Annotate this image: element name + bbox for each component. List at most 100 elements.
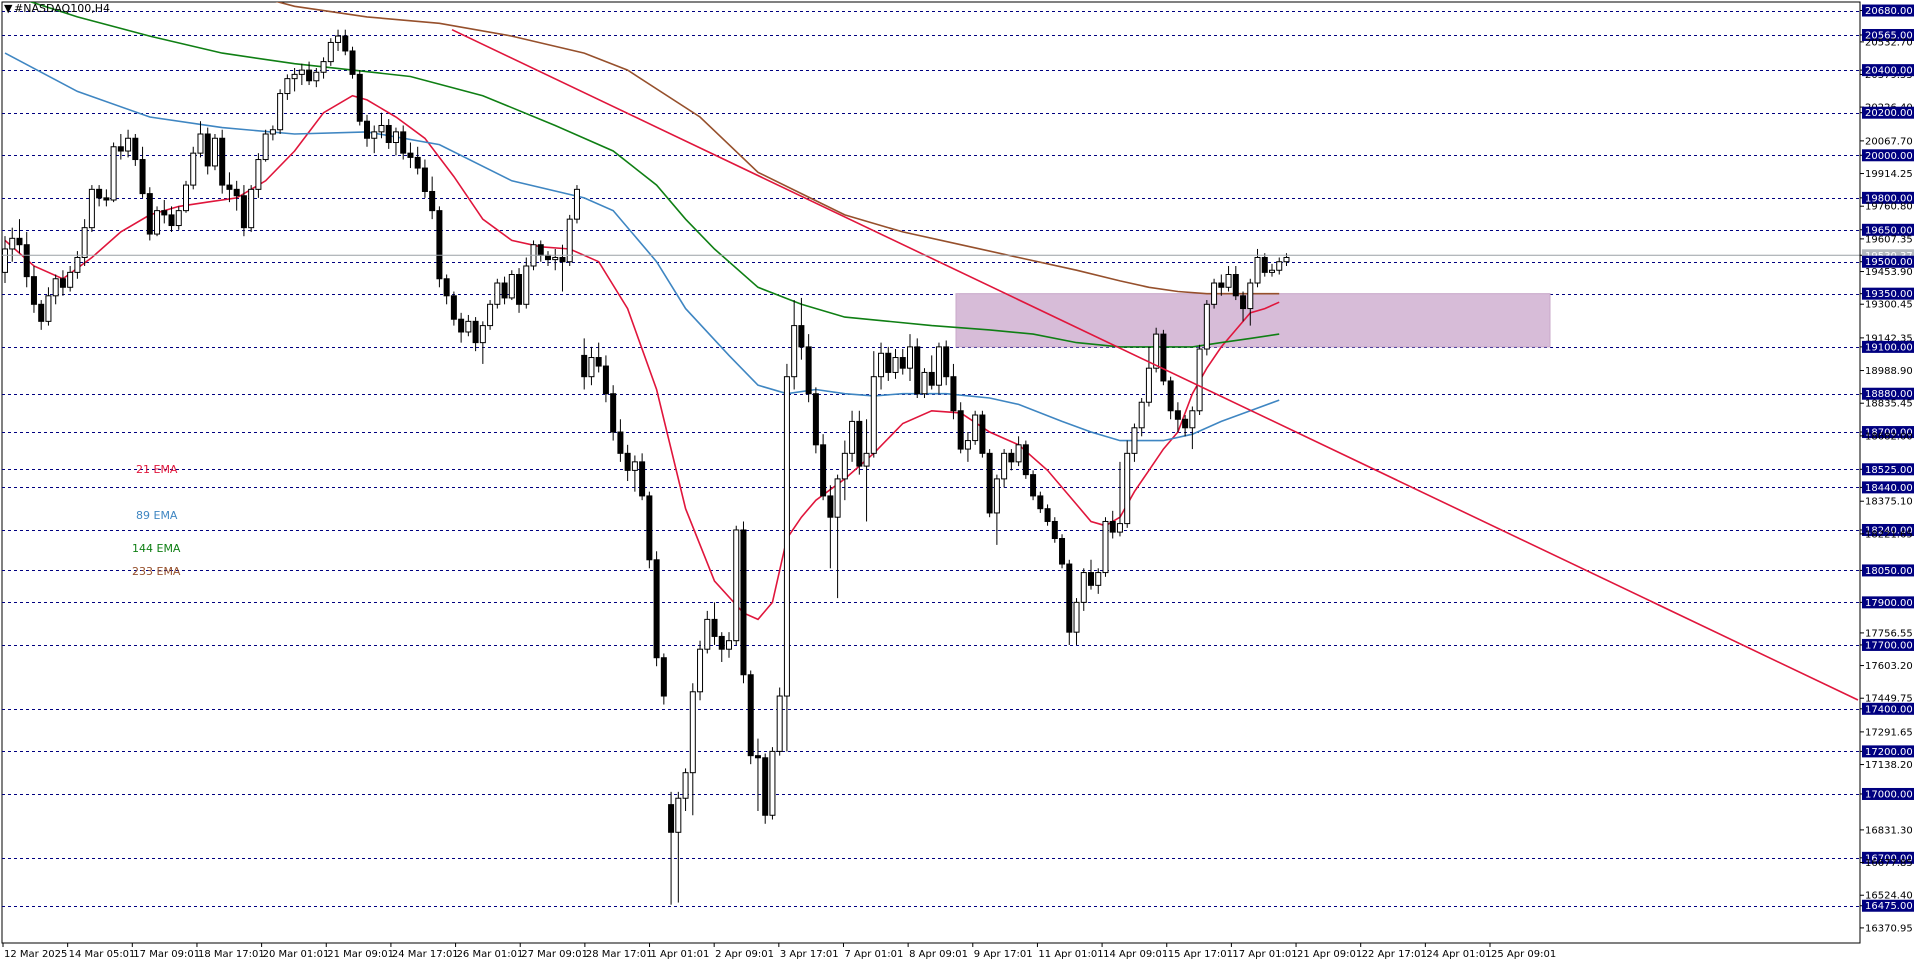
candle[interactable]: [1116, 461, 1123, 537]
candle[interactable]: [733, 525, 740, 645]
candle[interactable]: [849, 410, 856, 462]
candle[interactable]: [726, 632, 732, 658]
candle[interactable]: [646, 491, 653, 569]
candle[interactable]: [443, 274, 450, 305]
candle[interactable]: [1167, 376, 1174, 420]
candle[interactable]: [284, 74, 291, 100]
candle[interactable]: [595, 342, 602, 373]
candle[interactable]: [1269, 263, 1275, 277]
candle[interactable]: [479, 321, 486, 364]
candle[interactable]: [624, 444, 631, 482]
candle[interactable]: [335, 29, 342, 51]
candle[interactable]: [1196, 344, 1203, 416]
candle[interactable]: [581, 338, 588, 390]
candle[interactable]: [798, 297, 805, 360]
candle[interactable]: [291, 67, 298, 92]
candle[interactable]: [30, 265, 37, 313]
candle[interactable]: [211, 133, 218, 171]
candle[interactable]: [986, 449, 993, 518]
candle[interactable]: [1022, 440, 1029, 479]
candle[interactable]: [458, 312, 465, 343]
candle[interactable]: [1225, 265, 1232, 292]
candle[interactable]: [1182, 415, 1189, 437]
candle[interactable]: [573, 185, 580, 224]
candle[interactable]: [1008, 449, 1015, 471]
candle[interactable]: [610, 385, 617, 441]
candle[interactable]: [465, 314, 472, 337]
candle[interactable]: [385, 119, 392, 149]
candle[interactable]: [950, 363, 957, 420]
candle[interactable]: [414, 146, 421, 175]
candle[interactable]: [1037, 491, 1044, 513]
candle[interactable]: [812, 387, 819, 454]
candle[interactable]: [943, 340, 950, 386]
candle[interactable]: [472, 317, 479, 352]
candle[interactable]: [979, 410, 986, 458]
candle[interactable]: [154, 206, 161, 237]
candle[interactable]: [805, 334, 812, 403]
candle[interactable]: [342, 29, 349, 56]
candle[interactable]: [16, 219, 23, 254]
candle[interactable]: [23, 231, 30, 288]
candle[interactable]: [1203, 300, 1210, 356]
candle[interactable]: [1254, 248, 1261, 288]
candle[interactable]: [175, 206, 182, 230]
candle[interactable]: [429, 176, 436, 220]
candle[interactable]: [1145, 346, 1152, 407]
candle[interactable]: [204, 127, 211, 175]
candle[interactable]: [617, 419, 624, 462]
candle[interactable]: [1247, 278, 1254, 326]
candle[interactable]: [52, 274, 59, 305]
candle[interactable]: [219, 129, 226, 194]
candle[interactable]: [1131, 423, 1138, 462]
candle[interactable]: [935, 342, 942, 394]
candle[interactable]: [1189, 406, 1196, 450]
candle[interactable]: [1015, 436, 1022, 467]
candle[interactable]: [110, 142, 117, 203]
candles[interactable]: [2, 29, 1290, 905]
candle[interactable]: [711, 602, 718, 645]
candle[interactable]: [45, 287, 52, 326]
candle[interactable]: [899, 349, 906, 375]
candle[interactable]: [2, 236, 8, 284]
candle[interactable]: [668, 791, 675, 905]
candle[interactable]: [1030, 470, 1037, 501]
candle[interactable]: [161, 199, 168, 224]
candle[interactable]: [928, 355, 935, 390]
candle[interactable]: [892, 349, 899, 379]
candle[interactable]: [537, 240, 544, 262]
candle[interactable]: [371, 125, 378, 154]
candle[interactable]: [407, 142, 414, 169]
candle[interactable]: [313, 67, 320, 88]
candle[interactable]: [863, 419, 870, 522]
candle[interactable]: [494, 278, 501, 309]
candle[interactable]: [248, 185, 255, 232]
candle[interactable]: [59, 270, 66, 296]
candle[interactable]: [1218, 274, 1225, 296]
candle[interactable]: [450, 291, 457, 326]
candle[interactable]: [545, 251, 551, 266]
candle[interactable]: [682, 768, 689, 812]
candle[interactable]: [1073, 598, 1080, 645]
candle[interactable]: [523, 257, 530, 309]
candle[interactable]: [762, 753, 769, 824]
downtrend-line[interactable]: [451, 28, 1859, 701]
candle[interactable]: [1109, 510, 1116, 539]
candle[interactable]: [320, 57, 327, 79]
candle[interactable]: [1232, 265, 1239, 301]
symbol-menu-icon[interactable]: ▼: [4, 2, 13, 15]
candle[interactable]: [1276, 257, 1283, 275]
candle[interactable]: [117, 133, 124, 160]
candle[interactable]: [103, 189, 110, 207]
candle[interactable]: [964, 432, 971, 462]
candle[interactable]: [552, 248, 559, 271]
candle[interactable]: [1102, 517, 1109, 577]
candle[interactable]: [885, 346, 892, 381]
candle[interactable]: [436, 206, 443, 288]
candle[interactable]: [262, 129, 269, 162]
candle[interactable]: [508, 270, 515, 301]
price-axis[interactable]: 20680.0020565.0020532.7020379.5520400.00…: [1859, 2, 1914, 943]
candle[interactable]: [197, 121, 204, 158]
candle[interactable]: [559, 244, 566, 292]
